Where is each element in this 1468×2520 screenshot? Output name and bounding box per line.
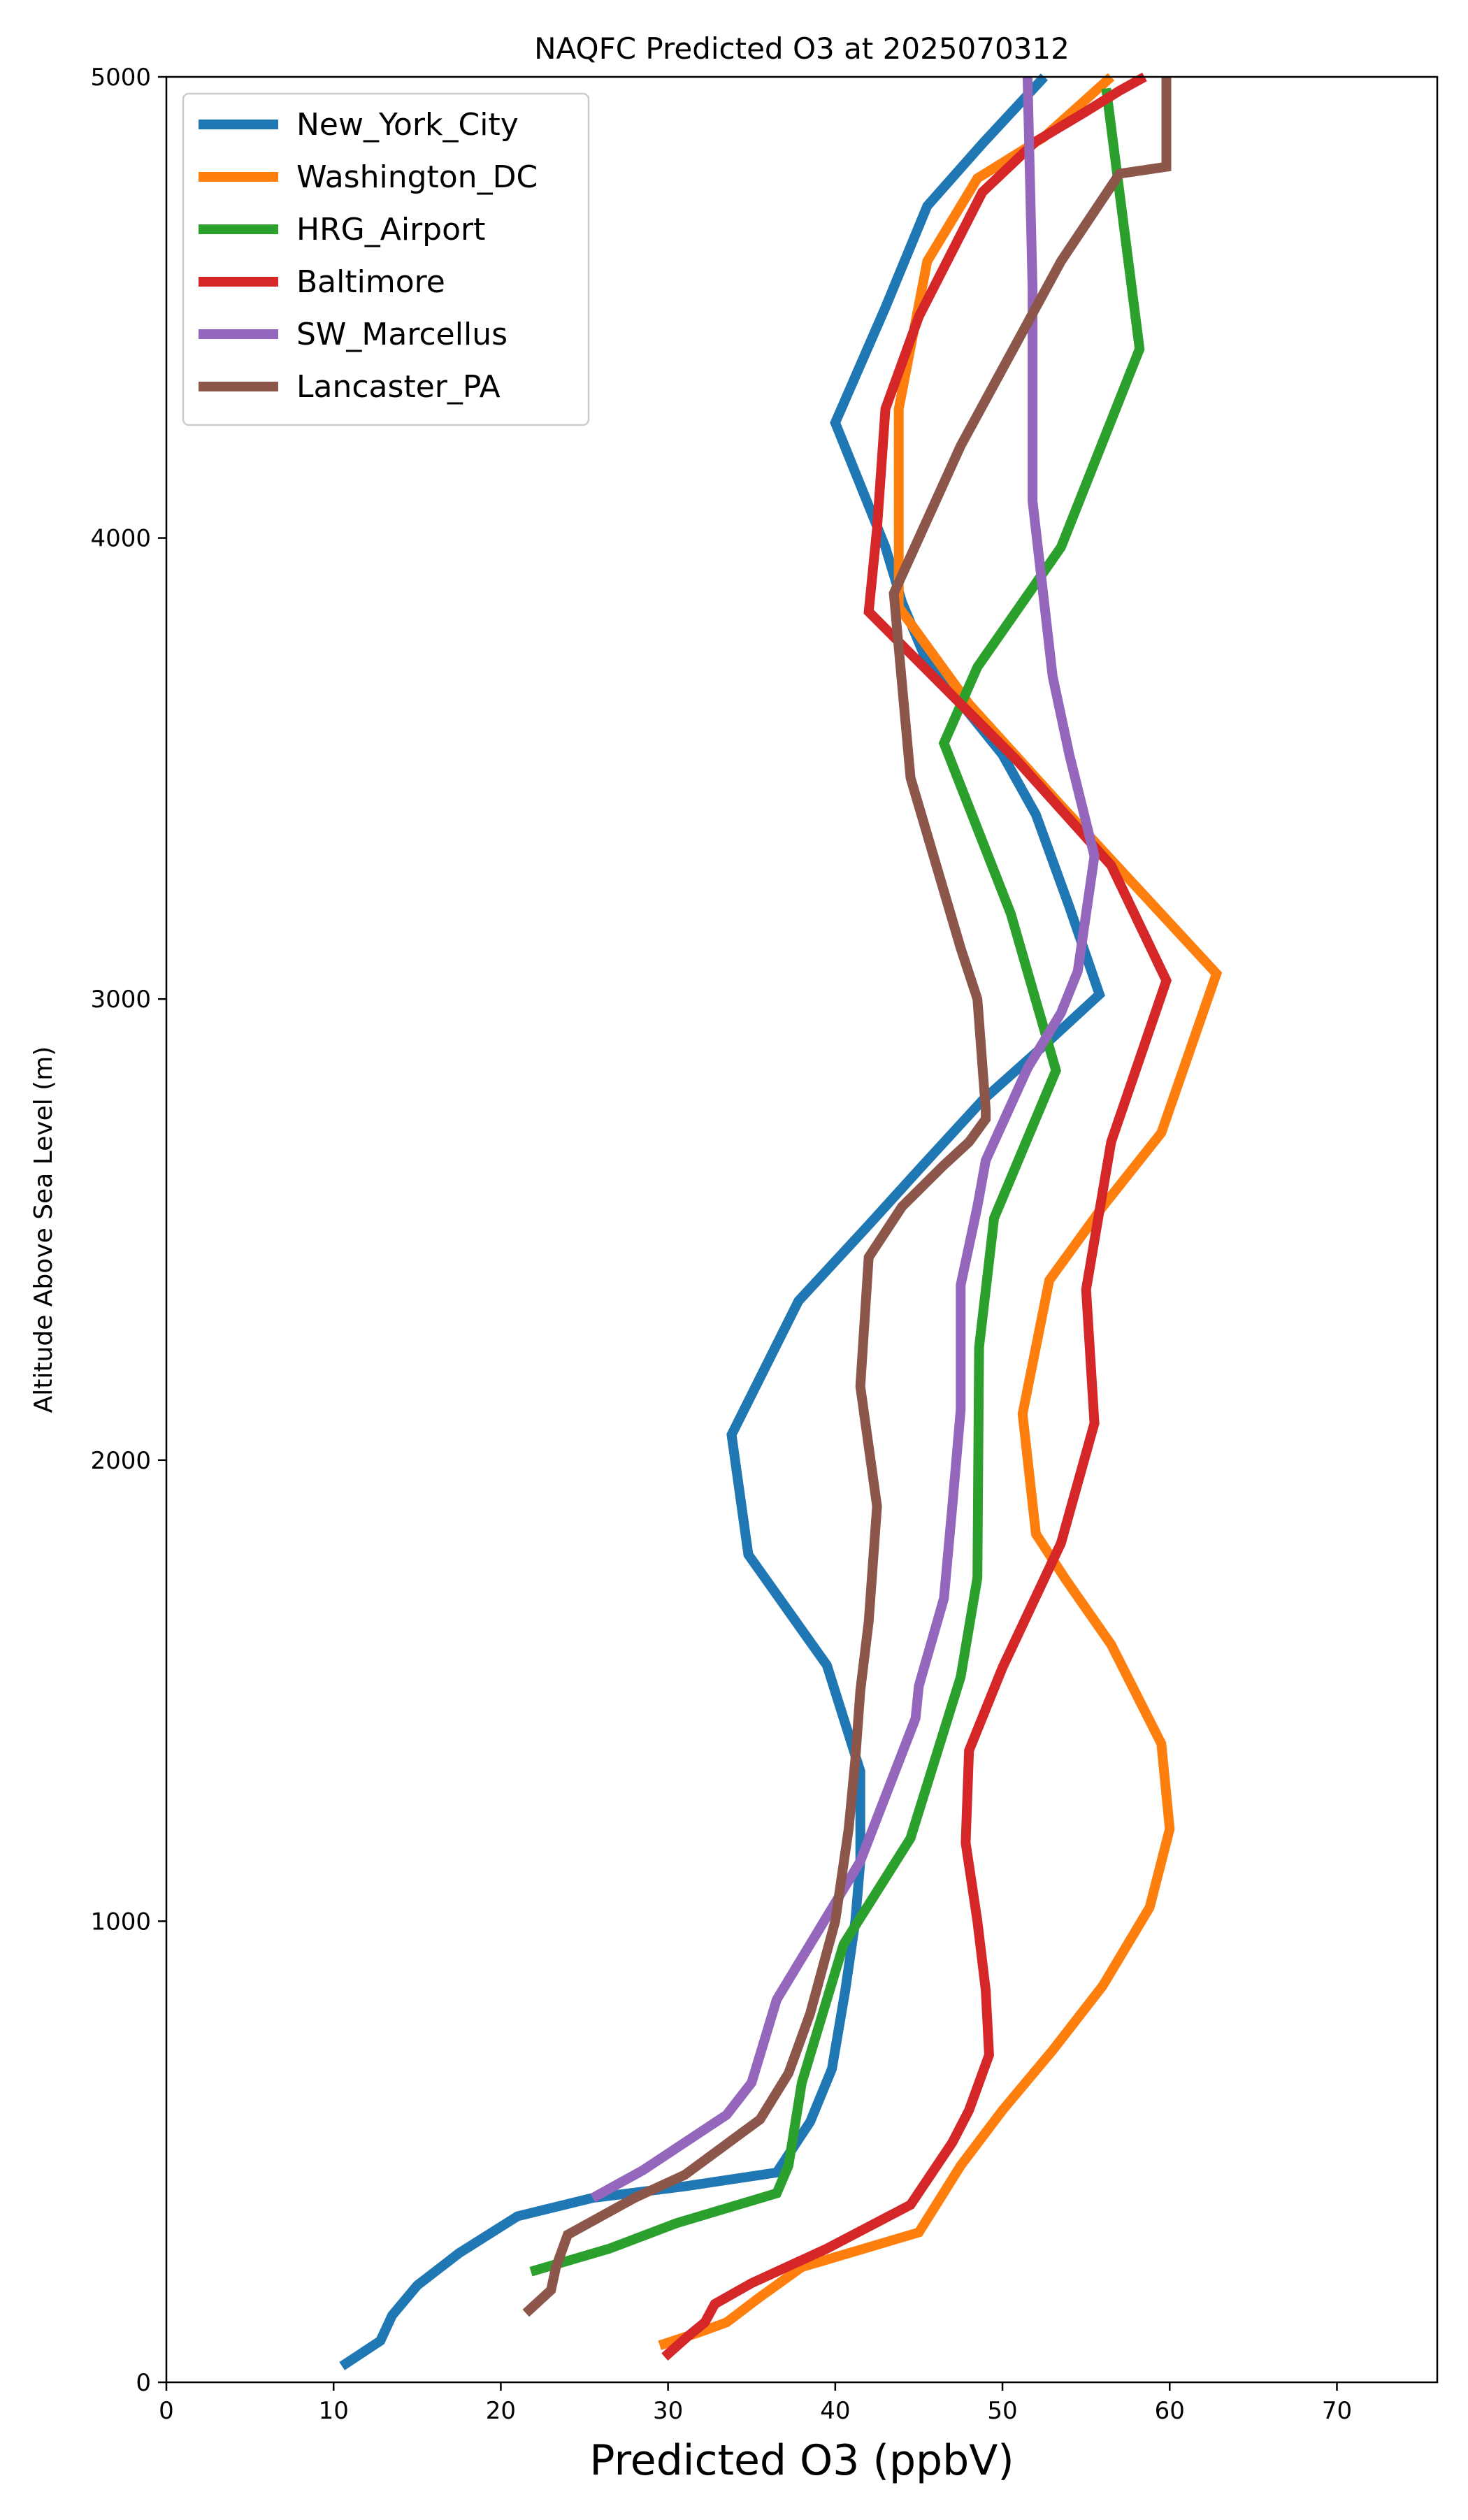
- y-tick-label: 5000: [90, 64, 151, 92]
- series-line-baltimore: [661, 72, 1172, 2361]
- y-tick-label: 4000: [90, 525, 151, 553]
- x-tick-label: 60: [1155, 2397, 1185, 2425]
- x-tick-label: 0: [159, 2397, 174, 2425]
- x-tick-label: 20: [486, 2397, 516, 2425]
- x-tick-label: 70: [1322, 2397, 1352, 2425]
- legend: New_York_City Washington_DC HRG_Airport Bal…: [182, 92, 590, 426]
- y-tick-label: 3000: [90, 986, 151, 1014]
- legend-label: Baltimore: [296, 264, 445, 300]
- legend-label: Lancaster_PA: [296, 369, 501, 405]
- legend-box: [182, 92, 590, 426]
- series-line-hrg-airport: [529, 87, 1145, 2277]
- y-tick-label: 0: [136, 2369, 151, 2397]
- series-layer: [339, 72, 1223, 2370]
- axes-layer: 0 10 20 30 40 50 60 70 0 1000 2000 3000 4000 5000: [90, 64, 1439, 2425]
- series-line-sw-marcellus: [590, 76, 1100, 2203]
- series-line-washington-dc: [658, 73, 1223, 2350]
- series-line-lancaster-pa: [522, 77, 1172, 2317]
- legend-label: New_York_City: [296, 107, 519, 143]
- x-tick-label: 30: [653, 2397, 683, 2425]
- x-tick-label: 50: [987, 2397, 1017, 2425]
- legend-label: SW_Marcellus: [296, 317, 508, 352]
- y-tick-label: 1000: [90, 1908, 151, 1936]
- y-tick-label: 2000: [90, 1447, 151, 1475]
- x-tick-label: 40: [820, 2397, 850, 2425]
- y-axis-label: Altitude Above Sea Level (m): [29, 1046, 58, 1413]
- legend-label: Washington_DC: [296, 159, 538, 195]
- x-tick-label: 10: [319, 2397, 349, 2425]
- chart-title: NAQFC Predicted O3 at 2025070312: [534, 31, 1070, 66]
- plot-frame: [165, 75, 1439, 2384]
- legend-label: HRG_Airport: [296, 212, 485, 247]
- x-axis-label: Predicted O3 (ppbV): [589, 2436, 1014, 2485]
